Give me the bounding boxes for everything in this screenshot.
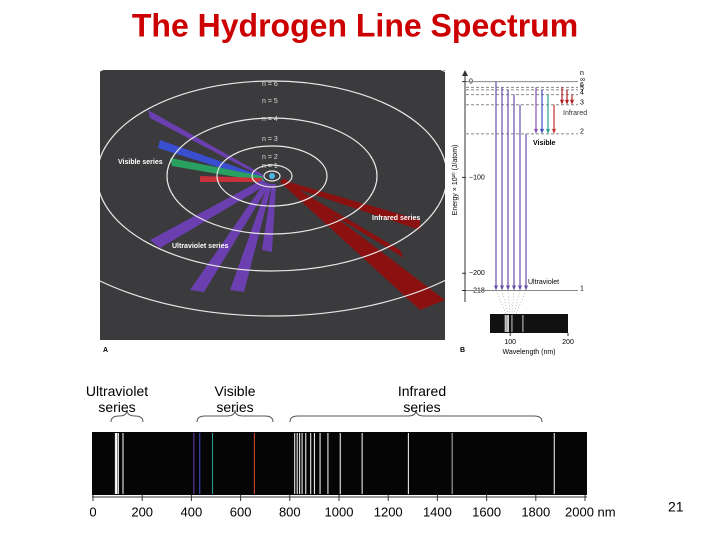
- series-label: Infrared series: [397, 383, 447, 415]
- tick-label: 200: [562, 339, 574, 346]
- arrowhead: [512, 285, 516, 291]
- tick-label: 1400: [423, 504, 452, 519]
- orbits: [100, 70, 445, 317]
- guide: [507, 290, 511, 315]
- tick-label: 2000 nm: [565, 504, 616, 519]
- tick-label: 0: [89, 504, 96, 519]
- tick-label: 1000: [325, 504, 354, 519]
- arrowhead: [494, 285, 498, 291]
- tick-label: 1200: [374, 504, 403, 519]
- level-label: 6: [580, 82, 584, 89]
- tick-label: 100: [504, 339, 516, 346]
- arrowhead: [570, 99, 574, 105]
- mini-spectrum: [490, 314, 568, 333]
- arrowhead: [560, 99, 564, 105]
- arrowhead: [524, 285, 528, 291]
- series-label: Ultraviolet series: [85, 383, 149, 415]
- guide: [495, 290, 507, 315]
- bracket: [110, 409, 144, 423]
- orbit-label: n = 5: [262, 98, 278, 105]
- panel-label: A: [103, 347, 108, 354]
- tick-label: −200: [469, 270, 485, 277]
- arrowhead: [534, 128, 538, 134]
- series-label: Ultraviolet: [528, 279, 559, 286]
- arrowhead: [500, 285, 504, 291]
- level-label: ∞: [580, 76, 585, 83]
- n-header: n: [580, 70, 584, 77]
- orbit-label: n = 1: [262, 163, 278, 170]
- tick-label: 400: [181, 504, 203, 519]
- arrowhead: [565, 99, 569, 105]
- spectrum-bar: [92, 432, 587, 495]
- tick-label: 800: [279, 504, 301, 519]
- series-label: Infrared: [563, 110, 587, 117]
- series-label: Visible series: [214, 383, 256, 415]
- series-label: Visible: [533, 140, 556, 147]
- level-label: 4: [580, 89, 584, 96]
- panel-label: B: [460, 347, 465, 354]
- orbit-label: n = 6: [262, 81, 278, 88]
- level-label: 3: [580, 100, 584, 107]
- level-label: 2: [580, 129, 584, 136]
- orbit-labels: n = 6 n = 5 n = 4 n = 3 n = 2 n = 1: [262, 81, 278, 170]
- bracket: [289, 409, 543, 423]
- guide: [511, 290, 515, 315]
- tick-label: 200: [131, 504, 153, 519]
- energy-axis-label: Energy × 10²⁰ (J/atom): [451, 145, 459, 216]
- level-label: 5: [580, 85, 584, 92]
- mini-spectrum-lines: 100 200: [504, 315, 574, 346]
- wavelength-axis-label: Wavelength (nm): [502, 349, 555, 356]
- guide: [515, 290, 527, 315]
- series-label: Ultraviolet series: [172, 243, 229, 250]
- guide: [501, 290, 509, 315]
- tick-label: −100: [469, 174, 485, 181]
- arrowhead: [518, 285, 522, 291]
- series-label: Visible series: [118, 159, 163, 166]
- page-number: 21: [668, 499, 684, 515]
- tick-label: 1800: [521, 504, 550, 519]
- arrowhead: [540, 128, 544, 134]
- spectrum: 0 200 400 600 800 1000 1200 1400 1600 1800 2000 nm: [89, 433, 616, 519]
- arrowhead: [546, 128, 550, 134]
- level-label: 1: [580, 285, 584, 292]
- title: The Hydrogen Line Spectrum: [132, 7, 578, 43]
- arrowhead: [552, 128, 556, 134]
- axis-arrow: [462, 70, 468, 76]
- orbit-label: n = 2: [262, 154, 278, 161]
- arrowhead: [506, 285, 510, 291]
- tick-label: 600: [230, 504, 252, 519]
- bracket: [196, 409, 274, 423]
- guide: [513, 290, 521, 315]
- orbit-label: n = 3: [262, 136, 278, 143]
- orbit-label: n = 4: [262, 116, 278, 123]
- tick-label: 1600: [472, 504, 501, 519]
- series-label: Infrared series: [372, 215, 420, 222]
